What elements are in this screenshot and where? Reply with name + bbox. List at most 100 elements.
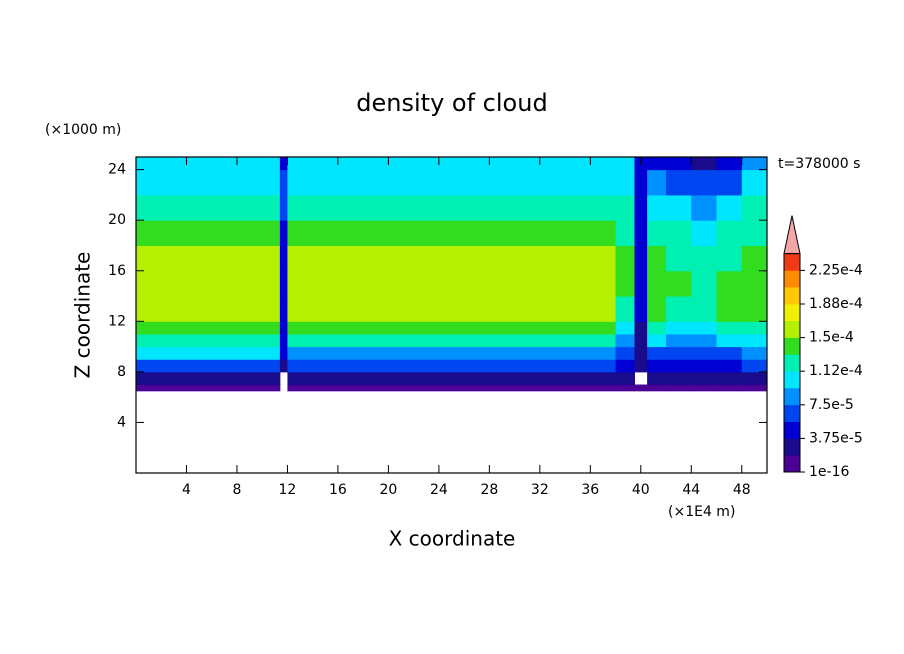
contour-cell <box>634 194 648 221</box>
contour-cell <box>287 321 617 335</box>
contour-cell <box>666 384 692 392</box>
contour-cell <box>741 371 768 386</box>
contour-cell <box>741 270 768 297</box>
contour-cell <box>634 169 648 196</box>
contour-cell <box>136 245 281 272</box>
x-tick-label: 28 <box>480 482 498 498</box>
contour-cell <box>287 384 617 392</box>
contour-cell <box>741 220 768 246</box>
contour-cell <box>136 333 281 348</box>
colorbar-band <box>784 371 800 389</box>
x-unit: (×1E4 m) <box>668 504 735 520</box>
plot-frame <box>135 156 768 474</box>
contour-cell <box>716 333 743 348</box>
contour-cell <box>279 270 288 297</box>
colorbar-band <box>784 337 800 355</box>
contour-cell <box>741 384 768 392</box>
contour-cell <box>615 371 635 386</box>
colorbar-band <box>784 455 800 473</box>
x-axis-label: X coordinate <box>389 527 516 551</box>
y-tick-label: 12 <box>108 313 126 329</box>
contour-cell <box>691 157 718 171</box>
x-tick-label: 44 <box>682 482 700 498</box>
contour-cell <box>647 333 667 348</box>
contour-cell <box>716 270 743 297</box>
contour-cell <box>691 384 718 392</box>
contour-cell <box>647 157 667 171</box>
contour-cell <box>287 296 617 322</box>
contour-cell <box>634 321 648 335</box>
contour-cell <box>279 220 288 246</box>
contour-cell <box>279 359 288 373</box>
contour-cell <box>666 333 692 348</box>
contour-cell <box>634 384 648 392</box>
colorbar-band <box>784 320 800 338</box>
contour-cell <box>741 245 768 272</box>
contour-cell <box>647 384 667 392</box>
contour-cell <box>634 220 648 246</box>
contour-cell <box>691 169 718 196</box>
contour-cell <box>287 270 617 297</box>
contour-cell <box>691 270 718 297</box>
x-tick-label: 8 <box>232 482 241 498</box>
contour-cell <box>647 220 667 246</box>
contour-cell <box>634 245 648 272</box>
contour-cell <box>691 194 718 221</box>
x-tick-label: 20 <box>379 482 397 498</box>
contour-cell <box>287 245 617 272</box>
contour-cell <box>136 371 281 386</box>
colorbar-frame <box>783 253 801 473</box>
contour-cell <box>691 220 718 246</box>
contour-cell <box>287 157 617 171</box>
colorbar-band <box>784 404 800 422</box>
contour-cell <box>136 220 281 246</box>
contour-cell <box>136 169 281 196</box>
contour-cell <box>634 296 648 322</box>
contour-cell <box>666 270 692 297</box>
contour-cell <box>666 194 692 221</box>
contour-cell <box>741 157 768 171</box>
contour-cell <box>647 371 667 386</box>
contour-cell <box>691 346 718 360</box>
contour-cell <box>136 296 281 322</box>
x-tick-label: 16 <box>329 482 347 498</box>
contour-cell <box>615 384 635 392</box>
colorbar-tick-label: 1.12e-4 <box>809 363 863 379</box>
annotation: t=378000 s <box>778 156 860 172</box>
contour-cell <box>691 359 718 373</box>
y-unit: (×1000 m) <box>45 122 121 138</box>
contour-cell <box>136 270 281 297</box>
colorbar-extend <box>783 215 801 255</box>
contour-cell <box>716 321 743 335</box>
contour-cell <box>287 371 617 386</box>
contour-cell <box>666 296 692 322</box>
x-tick-label: 4 <box>182 482 191 498</box>
contour-cell <box>647 169 667 196</box>
contour-cell <box>716 359 743 373</box>
x-tick-label: 40 <box>632 482 650 498</box>
colorbar-tick-label: 1e-16 <box>809 464 849 480</box>
y-tick-label: 8 <box>117 364 126 380</box>
contour-cell <box>647 346 667 360</box>
colorbar-band <box>784 388 800 406</box>
colorbar-band <box>784 421 800 439</box>
contour-cell <box>716 169 743 196</box>
contour-cell <box>634 346 648 360</box>
contour-cell <box>716 245 743 272</box>
contour-cell <box>666 371 692 386</box>
contour-cell <box>691 333 718 348</box>
contour-cell <box>287 333 617 348</box>
contour-cell <box>615 245 635 272</box>
y-tick-label: 4 <box>117 414 126 430</box>
contour-cell <box>615 359 635 373</box>
colorbar-tick-label: 7.5e-5 <box>809 397 854 413</box>
contour-cell <box>634 270 648 297</box>
contour-cell <box>136 384 281 392</box>
contour-cell <box>741 296 768 322</box>
y-tick-label: 24 <box>108 162 126 178</box>
contour-cell <box>716 371 743 386</box>
contour-cell <box>647 359 667 373</box>
y-tick-label: 16 <box>108 263 126 279</box>
contour-cell <box>279 321 288 335</box>
contour-cell <box>615 220 635 246</box>
